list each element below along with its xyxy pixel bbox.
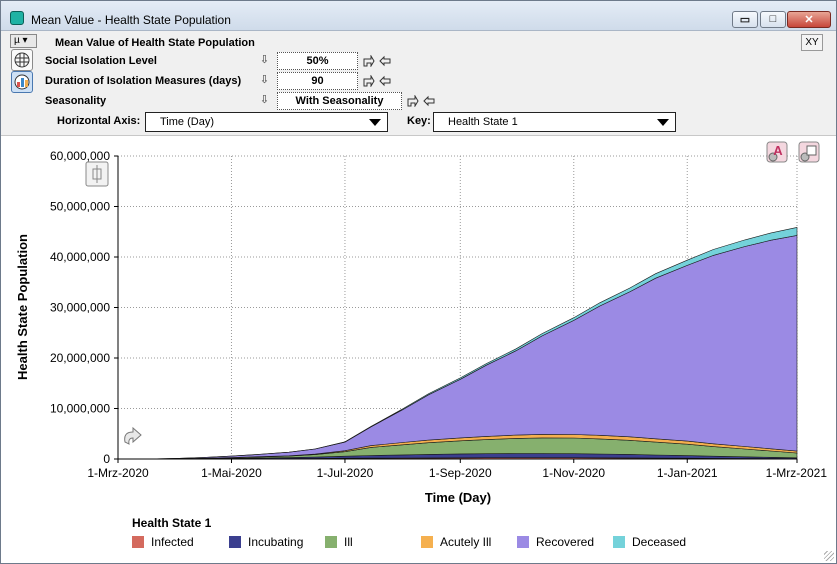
close-button[interactable]: ✕ [787, 11, 831, 28]
legend-swatch [229, 536, 241, 548]
key-select[interactable]: Health State 1 [433, 112, 676, 132]
maximize-icon: □ [769, 13, 777, 25]
area-deceased [118, 227, 798, 460]
x-tick-label: 1-Sep-2020 [429, 466, 492, 480]
window-title: Mean Value - Health State Population [31, 13, 231, 27]
legend-swatch [132, 536, 144, 548]
swap-icon[interactable] [379, 75, 391, 87]
minimize-icon: ▭ [739, 14, 751, 26]
maximize-button[interactable]: □ [760, 11, 786, 28]
legend-swatch [325, 536, 337, 548]
area-recovered [118, 235, 798, 460]
chevron-down-icon [369, 119, 381, 126]
key-value: Health State 1 [448, 116, 518, 128]
social-isolation-value[interactable]: 50% [277, 52, 358, 70]
table-view-button[interactable] [11, 49, 33, 71]
legend-swatch [613, 536, 625, 548]
axes [114, 155, 798, 463]
chevron-down-icon [657, 119, 669, 126]
isolation-duration-down-arrow-icon[interactable]: ⇩ [259, 74, 270, 86]
horizontal-axis-label: Horizontal Axis: [57, 115, 141, 127]
area-chart: 0 10,000,000 20,000,000 30,000,000 40,000,00… [15, 141, 827, 505]
app-icon [10, 11, 24, 25]
legend-label: Deceased [632, 535, 687, 549]
y-tick-label: 60,000,000 [50, 149, 110, 163]
x-tick-label: 1-Jul-2020 [317, 466, 374, 480]
social-isolation-down-arrow-icon[interactable]: ⇩ [259, 54, 270, 66]
y-tick-label: 50,000,000 [50, 200, 110, 214]
chart-area: 0 10,000,000 20,000,000 30,000,000 40,000,00… [1, 135, 836, 563]
swap-icon[interactable] [379, 55, 391, 67]
y-tick-label: 20,000,000 [50, 351, 110, 365]
chart-copy-icon[interactable] [798, 141, 820, 163]
pivot-icon[interactable] [363, 55, 375, 67]
legend-swatch [517, 536, 529, 548]
title-bar[interactable]: Mean Value - Health State Population ▭ □… [1, 1, 836, 31]
tick-labels: 0 10,000,000 20,000,000 30,000,000 40,000,00… [50, 149, 827, 480]
horizontal-axis-select[interactable]: Time (Day) [145, 112, 388, 132]
rotate-icon[interactable] [124, 426, 142, 445]
x-tick-label: 1-Nov-2020 [542, 466, 605, 480]
control-title: Mean Value of Health State Population [55, 37, 255, 49]
legend-title: Health State 1 [132, 516, 212, 530]
y-tick-label: 40,000,000 [50, 250, 110, 264]
resize-grip[interactable] [824, 551, 834, 561]
legend-label: Infected [151, 535, 194, 549]
horizontal-axis-value: Time (Day) [160, 116, 214, 128]
area-series [118, 227, 798, 460]
pivot-icon[interactable] [407, 95, 419, 107]
pivot-icon[interactable] [363, 75, 375, 87]
isolation-duration-label: Duration of Isolation Measures (days) [45, 75, 242, 87]
legend-label: Acutely Ill [440, 535, 492, 549]
y-tick-label: 10,000,000 [50, 402, 110, 416]
close-icon: ✕ [804, 14, 814, 26]
legend-swatch [421, 536, 433, 548]
graph-icon [14, 74, 30, 90]
xy-button[interactable]: XY [801, 34, 823, 51]
social-isolation-label: Social Isolation Level [45, 55, 157, 67]
axis-scroll-icon[interactable] [85, 161, 109, 187]
x-axis-title: Time (Day) [425, 490, 491, 505]
y-axis-title: Health State Population [15, 234, 30, 380]
seasonality-value[interactable]: With Seasonality [277, 92, 402, 110]
x-tick-label: 1-Mrz-2020 [87, 466, 149, 480]
table-icon [14, 52, 30, 68]
isolation-duration-value[interactable]: 90 [277, 72, 358, 90]
x-tick-label: 1-Jan-2021 [657, 466, 718, 480]
legend-label: Recovered [536, 535, 595, 549]
legend-label: Incubating [248, 535, 304, 549]
seasonality-label: Seasonality [45, 95, 107, 107]
x-tick-label: 1-Mrz-2021 [766, 466, 828, 480]
mu-menu-button[interactable]: µ ▾ [10, 34, 37, 48]
chart-settings-icon[interactable]: A [766, 141, 788, 163]
x-tick-label: 1-Mai-2020 [201, 466, 262, 480]
minimize-button[interactable]: ▭ [732, 11, 758, 28]
legend-label: Ill [344, 535, 353, 549]
seasonality-down-arrow-icon[interactable]: ⇩ [259, 94, 270, 106]
swap-icon[interactable] [423, 95, 435, 107]
control-panel: µ ▾ Mean Value of Health State Populatio… [1, 32, 836, 135]
key-label: Key: [407, 115, 431, 127]
y-tick-label: 30,000,000 [50, 301, 110, 315]
y-tick-label: 0 [103, 452, 110, 466]
svg-text:A: A [773, 143, 783, 158]
graph-view-button[interactable] [11, 71, 33, 93]
